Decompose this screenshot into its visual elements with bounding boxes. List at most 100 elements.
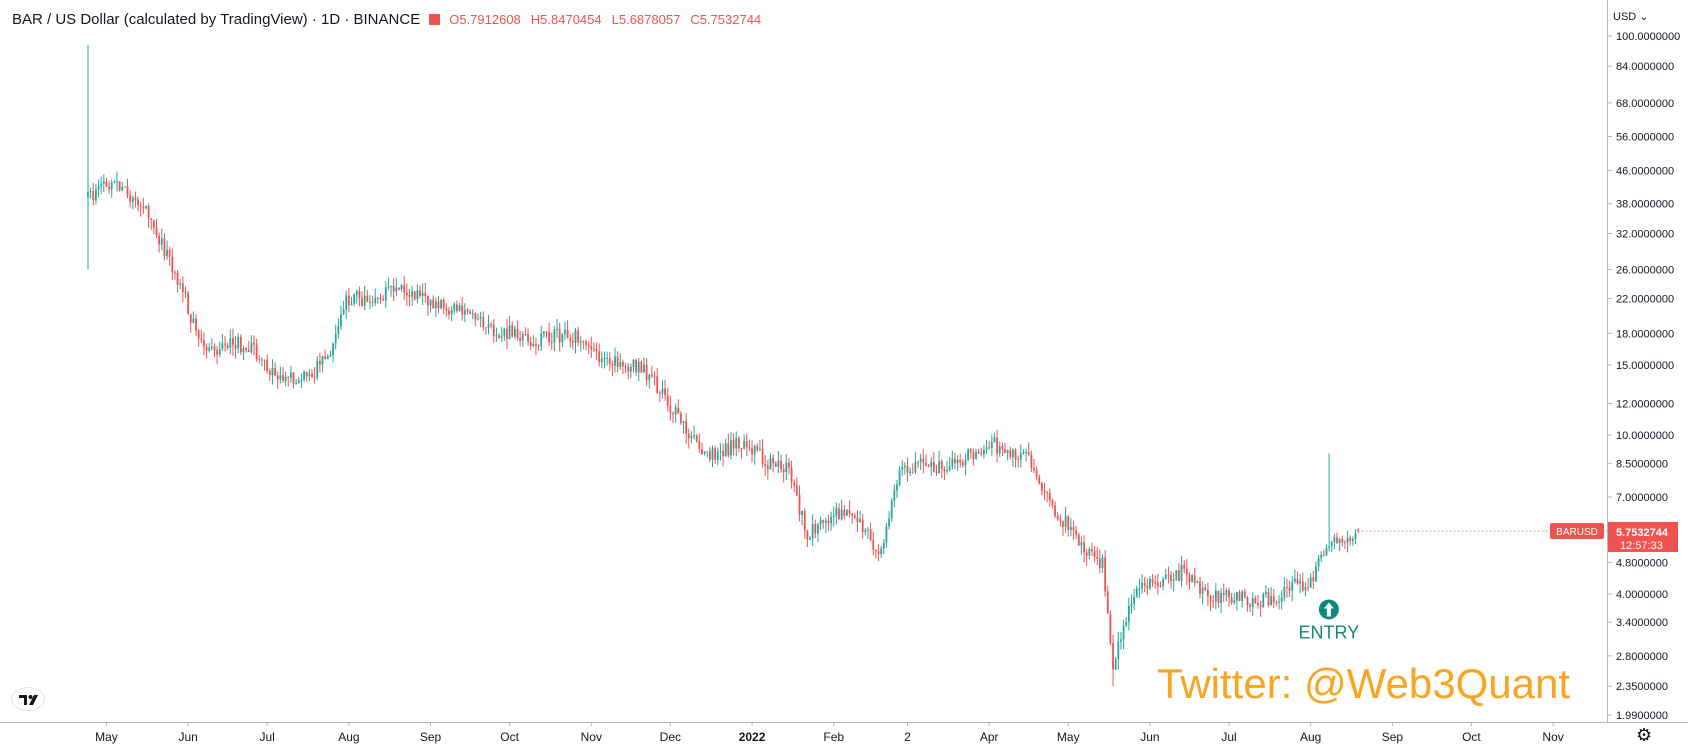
candle-body xyxy=(448,310,450,315)
candle-body xyxy=(961,462,964,466)
candle-body xyxy=(1238,592,1241,602)
candle-body xyxy=(355,291,358,295)
candle-body xyxy=(1067,516,1070,530)
time-tick-label: Nov xyxy=(1542,730,1563,744)
candle-body xyxy=(197,330,200,339)
candle-body xyxy=(993,437,996,443)
candle-body xyxy=(1220,593,1222,603)
candle-body xyxy=(1130,603,1133,607)
candle-body xyxy=(988,447,991,449)
candle-body xyxy=(342,309,345,315)
candle-body xyxy=(724,443,727,457)
candle-body xyxy=(801,511,804,515)
candle-body xyxy=(363,295,366,306)
candle-body xyxy=(822,519,825,523)
candle-body xyxy=(292,372,295,384)
candle-body xyxy=(139,205,142,207)
candle-body xyxy=(537,345,540,347)
gear-icon[interactable]: ⚙ xyxy=(1636,725,1653,745)
candle-body xyxy=(1315,566,1317,582)
candle-body xyxy=(479,317,482,319)
candle-body xyxy=(163,238,166,257)
candle-body xyxy=(1167,574,1170,576)
candle-body xyxy=(100,183,103,187)
candle-body xyxy=(416,290,419,300)
price-tick-label: 68.0000000 xyxy=(1616,98,1674,110)
candle-body xyxy=(935,471,938,474)
candle-body xyxy=(795,485,798,495)
candle-body xyxy=(384,287,387,301)
candle-body xyxy=(221,343,224,350)
candle-body xyxy=(374,298,377,303)
time-tick-label: Sep xyxy=(420,730,442,744)
candle-body xyxy=(116,181,118,183)
candle-body xyxy=(1309,577,1312,588)
candle-body xyxy=(155,227,158,236)
candle-body xyxy=(142,206,145,209)
symbol-title[interactable]: BAR / US Dollar (calculated by TradingVi… xyxy=(12,11,421,28)
price-tick-label: 4.0000000 xyxy=(1616,589,1668,601)
price-tick-label: 26.0000000 xyxy=(1616,265,1674,277)
price-axis[interactable]: 100.0000000 84.0000000 68.0000000 56.000000… xyxy=(1607,31,1680,722)
candle-body xyxy=(1043,490,1046,493)
candle-body xyxy=(1091,548,1093,552)
candle-body xyxy=(661,388,664,394)
last-price-label: 5.7532744 xyxy=(1616,527,1669,539)
candle-body xyxy=(279,375,282,380)
candle-body xyxy=(229,338,232,348)
candle-body xyxy=(814,523,817,534)
candle-body xyxy=(398,287,400,290)
candle-body xyxy=(909,471,912,473)
candle-body xyxy=(877,551,880,554)
candle-body xyxy=(1054,505,1056,516)
currency-select[interactable]: USD ⌄ xyxy=(1613,10,1649,23)
candle-body xyxy=(102,181,105,184)
candle-body xyxy=(390,285,392,287)
candle-body xyxy=(893,490,896,501)
candle-body xyxy=(213,346,216,350)
price-tick-label: 84.0000000 xyxy=(1616,61,1674,73)
candle-body xyxy=(777,460,780,467)
candle-body xyxy=(853,515,856,518)
candle-body xyxy=(1038,476,1041,484)
candle-body xyxy=(785,462,788,473)
candle-body xyxy=(1178,570,1180,582)
candle-body xyxy=(666,395,669,406)
candle-body xyxy=(756,446,759,450)
candle-body xyxy=(737,437,740,449)
candle-body xyxy=(669,405,672,414)
watermark-text: Twitter: @Web3Quant xyxy=(1157,660,1571,707)
candle-body xyxy=(297,380,300,383)
candle-body xyxy=(137,199,139,206)
candle-body xyxy=(239,337,242,353)
candle-body xyxy=(838,508,840,520)
candle-body xyxy=(1001,446,1004,449)
candle-body xyxy=(508,325,511,340)
candle-body xyxy=(579,341,582,343)
time-tick-label: Dec xyxy=(660,730,681,744)
candle-body xyxy=(1085,552,1088,556)
candle-body xyxy=(640,361,643,373)
candle-body xyxy=(1222,593,1225,595)
candle-body xyxy=(1019,452,1022,460)
candle-body xyxy=(482,317,485,328)
candle-body xyxy=(1330,542,1333,547)
candle-body xyxy=(524,333,527,335)
time-tick-label: Aug xyxy=(1300,730,1321,744)
candle-body xyxy=(682,421,685,423)
candle-body xyxy=(990,442,993,448)
candle-body xyxy=(943,468,946,472)
ohlc-low: L5.6878057 xyxy=(611,12,681,27)
candle-body xyxy=(237,337,240,349)
symbol-tag-label: BARUSD xyxy=(1556,527,1598,538)
candle-body xyxy=(492,324,495,336)
time-axis[interactable]: May Jun Jul Aug Sep Oct Nov Dec 2022 Feb 2 Apr May Ju… xyxy=(95,722,1564,744)
candle-body xyxy=(1322,554,1325,556)
time-tick-label: May xyxy=(1057,730,1080,744)
candle-body xyxy=(532,343,535,347)
candle-body xyxy=(1286,586,1288,588)
candle-body xyxy=(429,299,432,306)
tradingview-logo-icon[interactable] xyxy=(12,688,44,710)
